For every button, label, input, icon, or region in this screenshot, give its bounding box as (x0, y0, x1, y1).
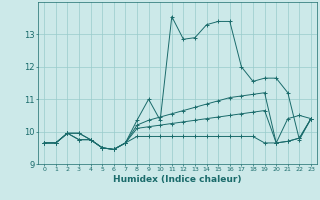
X-axis label: Humidex (Indice chaleur): Humidex (Indice chaleur) (113, 175, 242, 184)
